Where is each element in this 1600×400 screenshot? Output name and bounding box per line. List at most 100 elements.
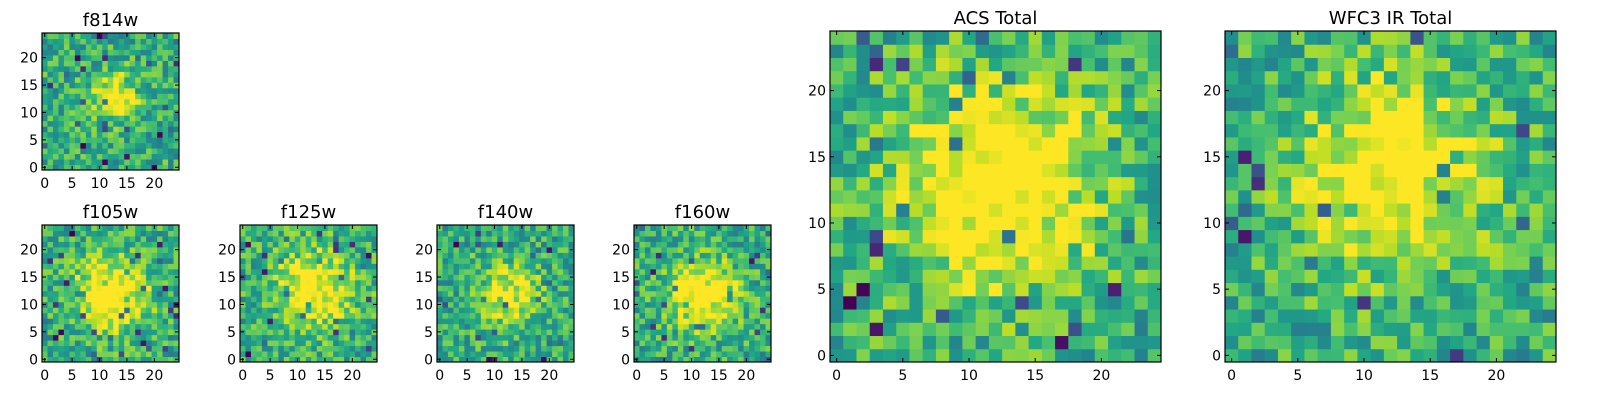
heatmap-cell: [749, 268, 756, 275]
heatmap-cell: [124, 104, 131, 111]
heatmap-cell: [552, 312, 559, 319]
heatmap-cell: [453, 296, 460, 303]
heatmap-cell: [91, 38, 98, 45]
heatmap-cell: [437, 257, 443, 264]
heatmap-cell: [1251, 83, 1266, 98]
heatmap-cell: [63, 71, 70, 78]
heatmap-cell: [909, 242, 924, 257]
heatmap-cell: [173, 76, 180, 83]
heatmap-cell: [447, 274, 454, 281]
heatmap-cell: [749, 252, 756, 259]
heatmap-cell: [1397, 216, 1411, 231]
heatmap-cell: [639, 329, 646, 336]
heatmap-cell: [749, 235, 756, 242]
heatmap-cell: [508, 235, 515, 242]
heatmap-cell: [69, 76, 76, 83]
heatmap-cell: [699, 263, 706, 270]
heatmap-cell: [882, 163, 897, 178]
heatmap-cell: [283, 235, 290, 242]
heatmap-cell: [311, 246, 318, 253]
heatmap-cell: [655, 252, 662, 259]
heatmap-cell: [705, 230, 712, 237]
heatmap-cell: [962, 256, 977, 270]
heatmap-cell: [151, 71, 158, 78]
heatmap-cell: [486, 246, 493, 253]
heatmap-cell: [1225, 189, 1239, 204]
heatmap-cell: [727, 301, 734, 308]
heatmap-cell: [732, 356, 739, 363]
heatmap-cell: [355, 225, 362, 231]
heatmap-cell: [58, 285, 65, 292]
heatmap-cell: [1476, 97, 1491, 111]
heatmap-cell: [922, 348, 937, 363]
heatmap-cell: [91, 268, 98, 275]
heatmap-cell: [1081, 31, 1096, 45]
heatmap-cell: [480, 329, 487, 336]
heatmap-cell: [69, 345, 76, 352]
heatmap-cell: [47, 323, 54, 330]
heatmap-cell: [442, 263, 449, 270]
heatmap-cell: [896, 256, 910, 270]
heatmap-cell: [922, 31, 937, 45]
heatmap-cell: [535, 318, 542, 325]
heatmap-cell: [278, 285, 285, 292]
heatmap-cell: [278, 323, 285, 330]
heatmap-cell: [157, 246, 164, 253]
heatmap-cell: [344, 230, 351, 237]
heatmap-cell: [535, 230, 542, 237]
heatmap-cell: [272, 307, 279, 314]
heatmap-cell: [447, 252, 454, 259]
heatmap-cell: [333, 301, 340, 308]
heatmap-cell: [563, 252, 570, 259]
heatmap-cell: [366, 329, 373, 336]
heatmap-cell: [1015, 282, 1030, 297]
heatmap-cell: [1542, 203, 1557, 217]
heatmap-cell: [256, 274, 263, 281]
heatmap-cell: [124, 38, 131, 45]
heatmap-cell: [1068, 322, 1083, 337]
heatmap-cell: [1344, 83, 1358, 98]
heatmap-cells: [240, 225, 378, 363]
heatmap-cell: [135, 230, 142, 237]
heatmap-cell: [278, 230, 285, 237]
panel-title: ACS Total: [954, 8, 1038, 29]
heatmap-cell: [85, 142, 92, 149]
heatmap-cell: [52, 65, 59, 72]
heatmap-cell: [568, 279, 575, 286]
heatmap-cell: [546, 241, 553, 248]
heatmap-cell: [1503, 335, 1517, 350]
heatmap-cell: [732, 246, 739, 253]
heatmap-cell: [962, 282, 977, 297]
heatmap-cell: [173, 104, 180, 111]
heatmap-cell: [1357, 309, 1372, 323]
heatmap-cell: [896, 83, 910, 98]
heatmap-cell: [96, 38, 103, 45]
heatmap-cell: [1055, 83, 1069, 98]
heatmap-cell: [289, 285, 296, 292]
heatmap-cell: [47, 109, 54, 116]
heatmap-cell: [683, 323, 690, 330]
heatmap-cell: [464, 296, 471, 303]
heatmap-cell: [666, 296, 673, 303]
heatmap-cell: [366, 334, 373, 341]
heatmap-cell: [168, 285, 175, 292]
heatmap-cell: [52, 49, 59, 56]
heatmap-cell: [1489, 123, 1504, 138]
heatmap-cell: [480, 290, 487, 297]
heatmap-cell: [85, 148, 92, 155]
heatmap-cell: [1028, 123, 1043, 138]
heatmap-cell: [102, 120, 109, 127]
heatmap-cell: [1251, 150, 1266, 164]
heatmap-cell: [135, 126, 142, 133]
y-tick-label: 10: [808, 216, 826, 232]
heatmap-cell: [530, 340, 537, 347]
heatmap-cell: [91, 329, 98, 336]
heatmap-cell: [113, 252, 120, 259]
heatmap-cell: [896, 163, 910, 178]
heatmap-cell: [988, 70, 1003, 85]
heatmap-cell: [371, 225, 378, 231]
heatmap-cell: [113, 279, 120, 286]
heatmap-cell: [922, 256, 937, 270]
heatmap-cell: [1108, 229, 1122, 244]
heatmap-cell: [727, 318, 734, 325]
